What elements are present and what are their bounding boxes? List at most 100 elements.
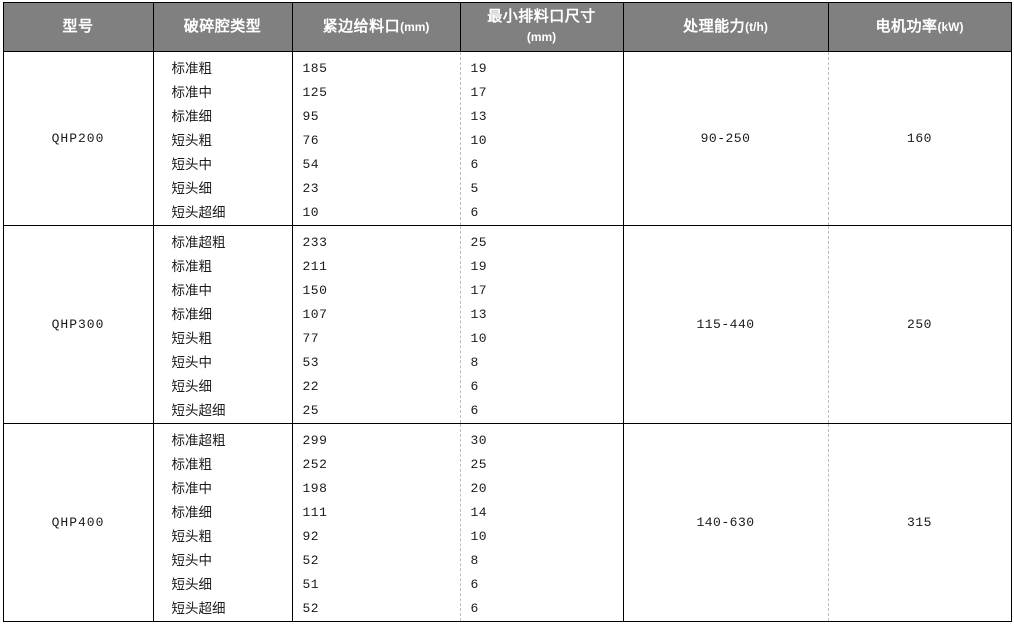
cell-feed-item: 54 [302, 157, 320, 172]
cell-cavity-stack: 标准粗 标准中 标准细 短头粗 短头中 短头细 短头超细 [172, 52, 292, 225]
cell-discharge-item: 10 [470, 133, 488, 148]
column-header-feed-label: 紧边给料口 [322, 17, 401, 35]
column-header-model-label: 型号 [62, 17, 94, 35]
table-header: 型号 破碎腔类型 紧边给料口(mm) 最小排料口尺寸 (mm) 处理能力(t/h)… [3, 2, 1011, 52]
cell-feed-item: 198 [302, 481, 328, 496]
cell-cavity-item: 标准细 [171, 505, 213, 521]
cell-feed-item: 53 [302, 355, 320, 370]
cell-model: QHP200 [3, 51, 154, 226]
cell-cavity: 标准粗 标准中 标准细 短头粗 短头中 短头细 短头超细 [153, 51, 293, 226]
column-header-discharge: 最小排料口尺寸 (mm) [460, 2, 624, 52]
cell-power: 315 [907, 515, 932, 530]
cell-power: 160 [828, 51, 1011, 226]
cell-feed-stack: 185 125 95 76 54 23 10 [303, 52, 460, 225]
cell-discharge: 25 19 17 13 10 8 6 6 [460, 225, 624, 424]
cell-feed-item: 76 [302, 133, 320, 148]
column-header-discharge-unit: (mm) [526, 30, 557, 44]
cell-feed-item: 77 [302, 331, 320, 346]
cell-discharge-item: 19 [470, 259, 488, 274]
table-row: QHP200 标准粗 标准中 标准细 短头粗 短头中 短头细 短头超细 185 125 95 76 54… [3, 51, 1011, 226]
cell-discharge-item: 30 [470, 433, 488, 448]
cell-feed: 185 125 95 76 54 23 10 [292, 51, 461, 226]
column-header-feed-unit: (mm) [400, 19, 430, 34]
cell-discharge-item: 6 [470, 601, 479, 616]
cell-discharge-item: 6 [470, 157, 479, 172]
cell-cavity-item: 标准细 [171, 109, 213, 125]
cell-cavity-item: 短头粗 [171, 331, 213, 347]
cell-discharge-item: 13 [470, 307, 488, 322]
cell-cavity: 标准超粗标准粗标准中标准细短头粗短头中短头细短头超细 [153, 225, 293, 424]
cell-feed: 233 211 150 107 77 53 22 25 [292, 225, 461, 424]
cell-cavity-item: 标准中 [171, 481, 213, 497]
cell-cavity-item: 短头粗 [171, 133, 213, 149]
cell-capacity: 115-440 [623, 225, 829, 424]
column-header-discharge-label: 最小排料口尺寸 [487, 7, 596, 25]
cell-cavity-item: 标准超粗 [171, 235, 226, 251]
cell-feed-item: 125 [302, 85, 328, 100]
cell-cavity-item: 短头粗 [171, 529, 213, 545]
cell-feed-item: 51 [302, 577, 320, 592]
cell-cavity-item: 短头细 [171, 577, 213, 593]
cell-cavity-stack: 标准超粗标准粗标准中标准细短头粗短头中短头细短头超细 [172, 226, 292, 423]
cell-feed-item: 111 [302, 505, 328, 520]
cell-cavity-item: 标准细 [171, 307, 213, 323]
cell-feed-item: 299 [302, 433, 328, 448]
cell-model: QHP300 [3, 225, 154, 424]
cell-cavity-item: 短头细 [171, 379, 213, 395]
cell-cavity-item: 短头中 [171, 355, 213, 371]
table-row: QHP300 标准超粗 标准粗 标准中 标准细 短头粗 短头中 短头细 短头超细 233 211 15… [3, 225, 1011, 424]
column-header-feed: 紧边给料口(mm) [292, 2, 461, 52]
cell-discharge-item: 8 [470, 553, 479, 568]
cell-model: QHP400 [3, 423, 154, 622]
cell-cavity-item: 标准粗 [171, 61, 213, 77]
cell-cavity-item: 标准粗 [171, 457, 213, 473]
cell-cavity-item: 短头细 [171, 181, 213, 197]
column-header-capacity-label: 处理能力 [683, 17, 746, 35]
cell-discharge-item: 6 [470, 403, 479, 418]
cell-discharge-item: 20 [470, 481, 488, 496]
cell-discharge-item: 19 [470, 61, 488, 76]
cell-feed-stack: 299 252 198 111 92 52 51 52 [303, 424, 460, 621]
cell-discharge-item: 25 [470, 457, 488, 472]
cell-cavity-item: 短头超细 [171, 403, 226, 419]
cell-cavity-item: 标准中 [171, 85, 213, 101]
cell-discharge-item: 10 [470, 331, 488, 346]
cell-discharge: 19 17 13 10 6 5 6 [460, 51, 624, 226]
cell-discharge-item: 25 [470, 235, 488, 250]
cell-feed-item: 52 [302, 601, 320, 616]
cell-feed-item: 22 [302, 379, 320, 394]
cell-discharge: 30 25 20 14 10 8 6 6 [460, 423, 624, 622]
cell-discharge-item: 17 [470, 85, 488, 100]
table-header-row: 型号 破碎腔类型 紧边给料口(mm) 最小排料口尺寸 (mm) 处理能力(t/h)… [3, 2, 1011, 52]
cell-power: 250 [828, 225, 1011, 424]
column-header-capacity: 处理能力(t/h) [623, 2, 829, 52]
cell-feed-item: 95 [302, 109, 320, 124]
cell-discharge-item: 10 [470, 529, 488, 544]
cell-discharge-item: 6 [470, 205, 479, 220]
cell-cavity-item: 标准超粗 [171, 433, 226, 449]
column-header-power-unit: (kW) [937, 19, 964, 34]
cell-feed-item: 185 [302, 61, 328, 76]
column-header-model: 型号 [3, 2, 154, 52]
column-header-cavity-label: 破碎腔类型 [183, 17, 262, 35]
cell-feed-item: 23 [302, 181, 320, 196]
cell-feed: 299 252 198 111 92 52 51 52 [292, 423, 461, 622]
cell-feed-stack: 233 211 150 107 77 53 22 25 [303, 226, 460, 423]
cell-cavity-item: 短头中 [171, 553, 213, 569]
cell-cavity-item: 标准粗 [171, 259, 213, 275]
cell-discharge-item: 6 [470, 379, 479, 394]
column-header-cavity: 破碎腔类型 [153, 2, 293, 52]
cell-feed-item: 107 [302, 307, 328, 322]
table-row: QHP400 标准超粗 标准粗 标准中 标准细 短头粗 短头中 短头细 短头超细 299 252 19… [3, 423, 1011, 622]
cell-cavity-item: 标准中 [171, 283, 213, 299]
cell-discharge-item: 14 [470, 505, 488, 520]
column-header-power: 电机功率(kW) [828, 2, 1011, 52]
cell-discharge-stack: 30 25 20 14 10 8 6 6 [471, 424, 623, 621]
cell-feed-item: 252 [302, 457, 328, 472]
cell-feed-item: 10 [302, 205, 320, 220]
column-header-capacity-unit: (t/h) [745, 19, 768, 34]
cell-capacity: 90-250 [623, 51, 829, 226]
cell-feed-item: 25 [302, 403, 320, 418]
